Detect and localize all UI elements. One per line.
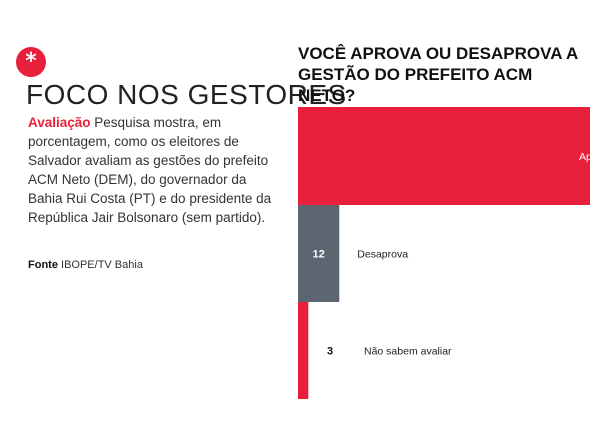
description-text: Pesquisa mostra, em porcentagem, como os…: [28, 115, 272, 225]
category-label-3: Não sabem avaliar: [364, 346, 452, 358]
bar-3: [298, 302, 309, 399]
source-text: IBOPE/TV Bahia: [57, 259, 143, 271]
source: Fonte IBOPE/TV Bahia: [28, 259, 278, 271]
category-label-2: Desaprova: [357, 249, 408, 261]
description: Avaliação Pesquisa mostra, em porcentage…: [28, 113, 278, 227]
bar-value-label-3: 3: [327, 346, 333, 358]
bar-1: [298, 107, 590, 205]
description-lead: Avaliação: [28, 115, 91, 130]
source-label: Fonte: [28, 259, 58, 271]
bar-value-label-2: 12: [313, 249, 325, 261]
bar-2: [298, 205, 340, 302]
asterisk-icon: *: [16, 47, 46, 77]
category-label-1: Ap: [579, 151, 590, 163]
chart-title: VOCÊ APROVA OU DESAPROVA A GESTÃO DO PRE…: [298, 44, 578, 105]
